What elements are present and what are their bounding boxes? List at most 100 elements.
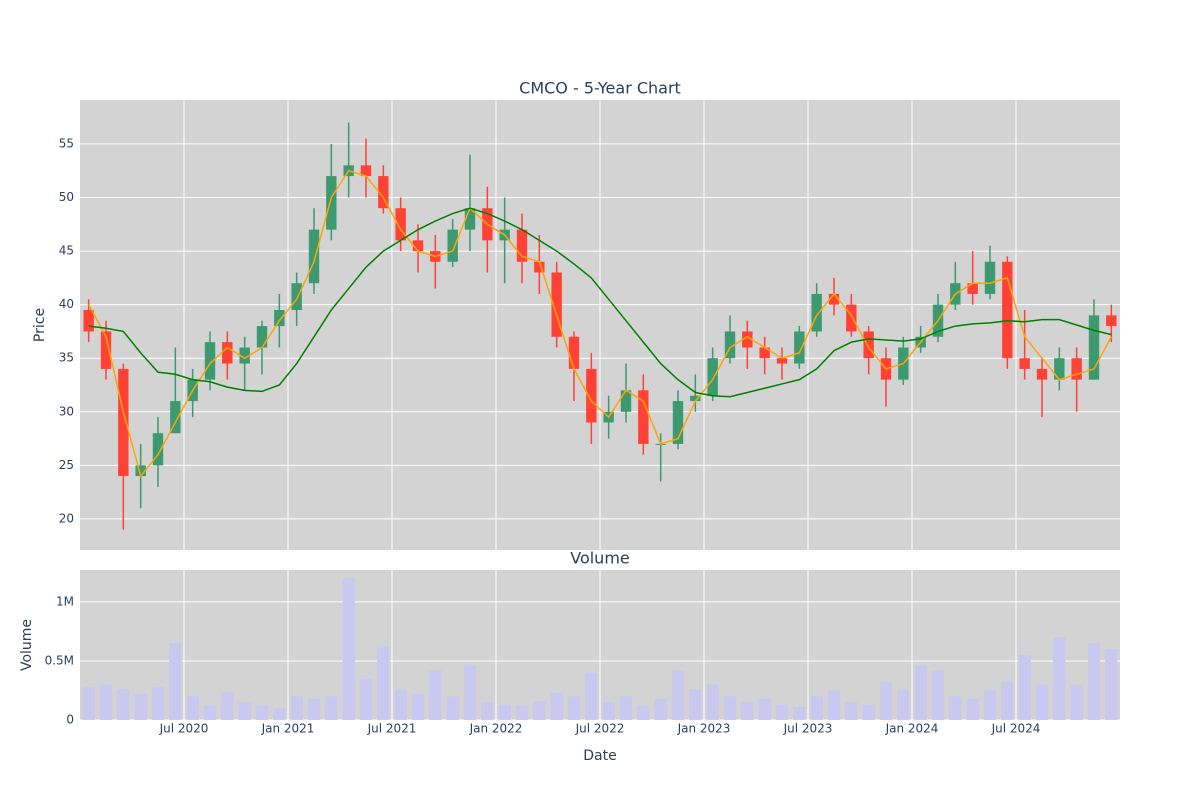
x-tick-label: Jul 2021	[367, 722, 417, 736]
candle-body	[776, 358, 788, 364]
x-tick-label: Jul 2020	[159, 722, 209, 736]
candle-body	[152, 433, 164, 466]
candle-body	[291, 283, 302, 310]
y-tick-label: 45	[59, 244, 74, 258]
volume-bar	[169, 643, 182, 720]
candle-body	[568, 336, 580, 369]
volume-bar	[134, 694, 147, 720]
volume-bar	[914, 665, 927, 720]
volume-bar	[723, 696, 737, 720]
candle-body	[984, 261, 996, 294]
candle-body	[534, 261, 545, 273]
candle-body	[707, 358, 718, 396]
volume-bar	[446, 696, 459, 720]
candle-body	[759, 347, 770, 359]
volume-bar	[949, 696, 962, 720]
candle-body	[222, 342, 233, 364]
volume-bar	[429, 670, 442, 720]
x-tick-label: Jan 2022	[469, 722, 523, 736]
y-tick-label: 0.5M	[45, 653, 74, 667]
candle-body	[274, 310, 285, 327]
volume-bar	[342, 578, 355, 720]
volume-bar	[394, 690, 407, 720]
y-tick-label: 55	[59, 136, 74, 150]
candle-body	[464, 208, 476, 230]
volume-title: Volume	[570, 549, 630, 568]
volume-bar	[585, 672, 598, 720]
y-tick-label: 20	[59, 511, 74, 525]
volume-bar	[290, 696, 303, 720]
x-tick-label: Jan 2023	[677, 722, 731, 736]
volume-bar	[186, 696, 199, 720]
candle-body	[118, 368, 129, 477]
volume-bar	[377, 646, 390, 720]
x-tick-label: Jan 2021	[261, 722, 315, 736]
volume-bar	[1087, 643, 1101, 720]
candle-body	[239, 347, 250, 364]
volume-bar	[1001, 682, 1014, 720]
candle-body	[447, 229, 458, 262]
volume-bar	[775, 704, 789, 720]
candle-body	[1036, 368, 1048, 380]
volume-bar	[671, 670, 685, 720]
volume-bar	[203, 705, 217, 720]
candle-body	[742, 331, 753, 348]
volume-bar	[533, 701, 546, 720]
candle-body	[1002, 261, 1013, 359]
candle-body	[1106, 315, 1117, 327]
candle-body	[1088, 315, 1100, 380]
volume-bar	[706, 684, 719, 720]
volume-bar	[897, 690, 910, 720]
volume-bar	[637, 705, 650, 720]
volume-bar	[151, 686, 165, 720]
volume-bar	[307, 698, 321, 720]
moving-average-line	[88, 169, 1112, 478]
volume-bar	[359, 678, 373, 720]
candle-body	[100, 331, 112, 369]
volume-bar	[567, 696, 581, 720]
x-tick-label: Jul 2022	[575, 722, 625, 736]
chart-title: CMCO - 5-Year Chart	[519, 79, 681, 98]
volume-bar	[221, 691, 234, 720]
y-tick-label: 30	[59, 404, 74, 418]
candle-body	[83, 310, 94, 332]
volume-bar	[1053, 637, 1066, 720]
volume-bar	[325, 696, 338, 720]
volume-bar	[255, 705, 269, 720]
y-tick-label: 25	[59, 458, 74, 472]
volume-bar	[411, 694, 425, 720]
candle-body	[326, 176, 337, 230]
volume-bar	[654, 698, 667, 720]
candle-body	[1071, 358, 1082, 380]
candle-body	[170, 401, 181, 434]
price-axis-title: Price	[32, 308, 48, 342]
volume-bar	[273, 708, 286, 720]
moving-average-line	[88, 207, 1112, 398]
volume-bar	[845, 702, 858, 720]
candle-body	[811, 293, 822, 332]
volume-bar	[1035, 684, 1049, 720]
volume-bar	[498, 704, 511, 720]
volume-bar	[827, 690, 841, 720]
volume-bar	[1018, 655, 1031, 720]
candle-body	[794, 331, 805, 364]
candle-body	[395, 208, 406, 241]
candle-body	[724, 331, 736, 359]
volume-bar	[1070, 684, 1083, 720]
y-tick-label: 35	[59, 351, 74, 365]
candle-body	[690, 395, 701, 402]
volume-bar	[619, 696, 633, 720]
volume-bar	[793, 707, 806, 720]
y-tick-label: 0	[66, 713, 74, 727]
candle-body	[863, 331, 874, 359]
candle-body	[204, 342, 216, 380]
candle-body	[256, 326, 268, 348]
x-tick-label: Jul 2023	[783, 722, 833, 736]
y-tick-label: 40	[59, 297, 74, 311]
volume-bar	[238, 702, 251, 720]
candle-body	[516, 229, 528, 262]
volume-axis-title: Volume	[19, 619, 35, 671]
volume-bar	[99, 684, 113, 720]
volume-bar	[931, 670, 945, 720]
candle-body	[551, 272, 562, 337]
